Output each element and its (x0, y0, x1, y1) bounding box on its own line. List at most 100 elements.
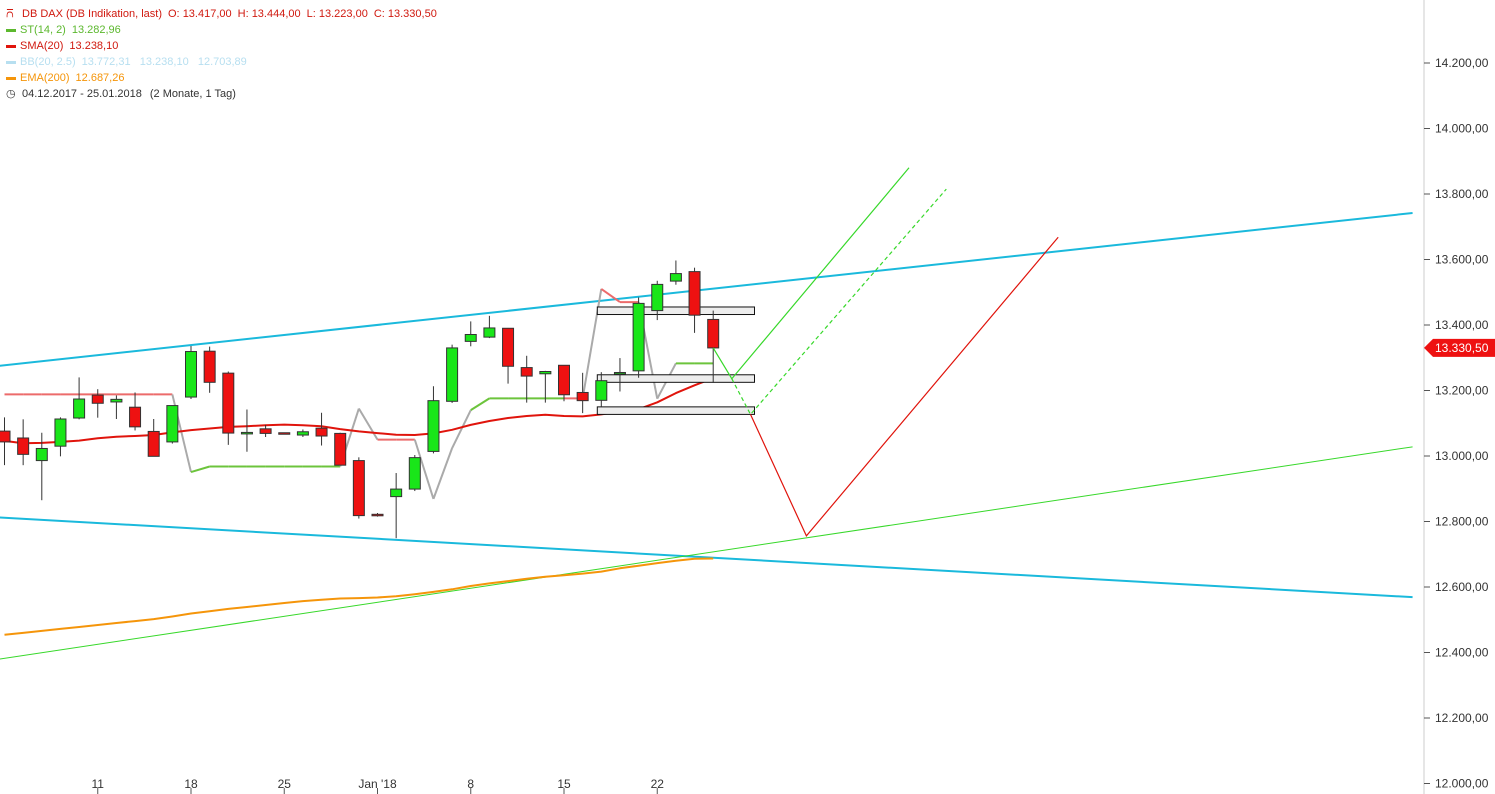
candle-body (390, 488, 403, 498)
legend-value: 13.772,31 13.238,10 12.703,89 (81, 56, 247, 68)
candle-body (520, 367, 533, 377)
candle-body (613, 371, 626, 375)
y-tick-label: 12.800,00 (1435, 515, 1489, 529)
candle-body (669, 273, 682, 282)
candle-body (371, 513, 384, 517)
zone-box (596, 374, 755, 383)
x-tick-label: 18 (184, 777, 198, 791)
legend-value: 12.687,26 (75, 72, 125, 84)
candle-body (240, 431, 253, 435)
legend-item-sma[interactable]: SMA(20) 13.238,10 (6, 38, 437, 54)
candlestick-icon: ⩃ (6, 8, 14, 20)
legend-item-ema[interactable]: EMA(200) 12.687,26 (6, 70, 437, 86)
candle-body (129, 406, 142, 428)
candle-body (166, 405, 179, 443)
candle-body (35, 447, 48, 462)
candle-body (296, 431, 309, 436)
x-tick-label: 22 (651, 777, 665, 791)
trend-line (0, 212, 1413, 367)
zone-box (596, 306, 755, 316)
candle-body (651, 283, 664, 312)
x-tick-label: 11 (92, 777, 105, 791)
date-range: 04.12.2017 - 25.01.2018 (22, 88, 142, 100)
ohlc-high-value: 13.444,00 (251, 8, 301, 20)
y-tick-label: 13.000,00 (1435, 449, 1489, 463)
x-tick-label: 25 (278, 777, 292, 791)
candle-body (0, 430, 11, 443)
y-tick-label: 12.000,00 (1435, 777, 1489, 791)
ohlc-close-value: 13.330,50 (387, 8, 437, 20)
candle-body (427, 400, 440, 452)
ohlc-open-value: 13.417,00 (182, 8, 232, 20)
projection-path (712, 167, 910, 380)
supertrend-segment (413, 439, 435, 500)
candle-body (54, 418, 67, 447)
legend-title-row: ⩃ DB DAX (DB Indikation, last) O: 13.417… (6, 6, 437, 22)
supertrend-segment (470, 397, 490, 411)
candle-body (688, 271, 701, 316)
y-tick-label: 13.200,00 (1435, 384, 1489, 398)
y-tick-label: 14.000,00 (1435, 122, 1489, 136)
legend-label: EMA(200) (20, 72, 70, 84)
candle-body (203, 350, 216, 383)
legend-item-bb[interactable]: BB(20, 2.5) 13.772,31 13.238,10 12.703,8… (6, 54, 437, 70)
candle-body (222, 372, 235, 434)
candle-body (352, 460, 365, 517)
candle-body (576, 391, 589, 402)
candle-body (408, 457, 421, 490)
legend-label: BB(20, 2.5) (20, 56, 76, 68)
supertrend-segment (357, 407, 379, 441)
clock-icon: ◷ (6, 88, 16, 100)
legend-item-st[interactable]: ST(14, 2) 13.282,96 (6, 22, 437, 38)
projection-path (749, 236, 1059, 538)
x-tick-label: Jan '18 (358, 777, 397, 791)
y-tick-label: 14.200,00 (1435, 56, 1489, 70)
candle-body (17, 437, 30, 455)
last-price-tag (1424, 338, 1495, 357)
y-tick-label: 12.400,00 (1435, 646, 1489, 660)
supertrend-segment (451, 409, 472, 449)
candle-body (110, 398, 123, 403)
candle-body (315, 427, 328, 437)
candle-body (632, 302, 645, 372)
y-tick-label: 13.800,00 (1435, 187, 1489, 201)
candle-body (278, 432, 291, 435)
last-price-label: 13.330,50 (1435, 341, 1489, 355)
candle-body (91, 394, 104, 404)
x-tick-label: 8 (467, 777, 474, 791)
candle-body (595, 380, 608, 401)
candle-body (73, 398, 86, 419)
ohlc-low-label: L: (306, 8, 316, 20)
candle-body (147, 430, 160, 457)
candle-body (446, 347, 459, 402)
ohlc-high-label: H: (237, 8, 249, 20)
ema200-line (4, 557, 714, 636)
y-tick-label: 12.200,00 (1435, 711, 1489, 725)
y-tick-label: 12.600,00 (1435, 580, 1489, 594)
candle-body (707, 318, 720, 349)
instrument-name: DB DAX (DB Indikation, last) (22, 8, 162, 20)
legend-value: 13.282,96 (71, 24, 121, 36)
ohlc-close-label: C: (373, 8, 385, 20)
legend-value: 13.238,10 (69, 40, 119, 52)
ohlc-low-value: 13.223,00 (318, 8, 368, 20)
candle-body (483, 327, 496, 338)
projection-path (731, 188, 947, 416)
supertrend-segment (600, 288, 621, 303)
y-tick-label: 13.600,00 (1435, 253, 1489, 267)
trend-line (0, 516, 1413, 599)
sma20-line (4, 377, 714, 445)
zone-box (596, 406, 755, 415)
legend-swatch (6, 60, 16, 64)
ohlc-open-label: O: (168, 8, 180, 20)
candle-body (464, 333, 477, 342)
candle-body (334, 432, 347, 466)
candle-body (259, 428, 272, 434)
legend-label: SMA(20) (20, 40, 64, 52)
y-tick-label: 13.400,00 (1435, 318, 1489, 332)
legend-date-range: ◷ 04.12.2017 - 25.01.2018 (2 Monate, 1 T… (6, 86, 437, 102)
candle-body (558, 364, 570, 396)
legend-swatch (6, 44, 16, 48)
legend-swatch (6, 76, 16, 80)
